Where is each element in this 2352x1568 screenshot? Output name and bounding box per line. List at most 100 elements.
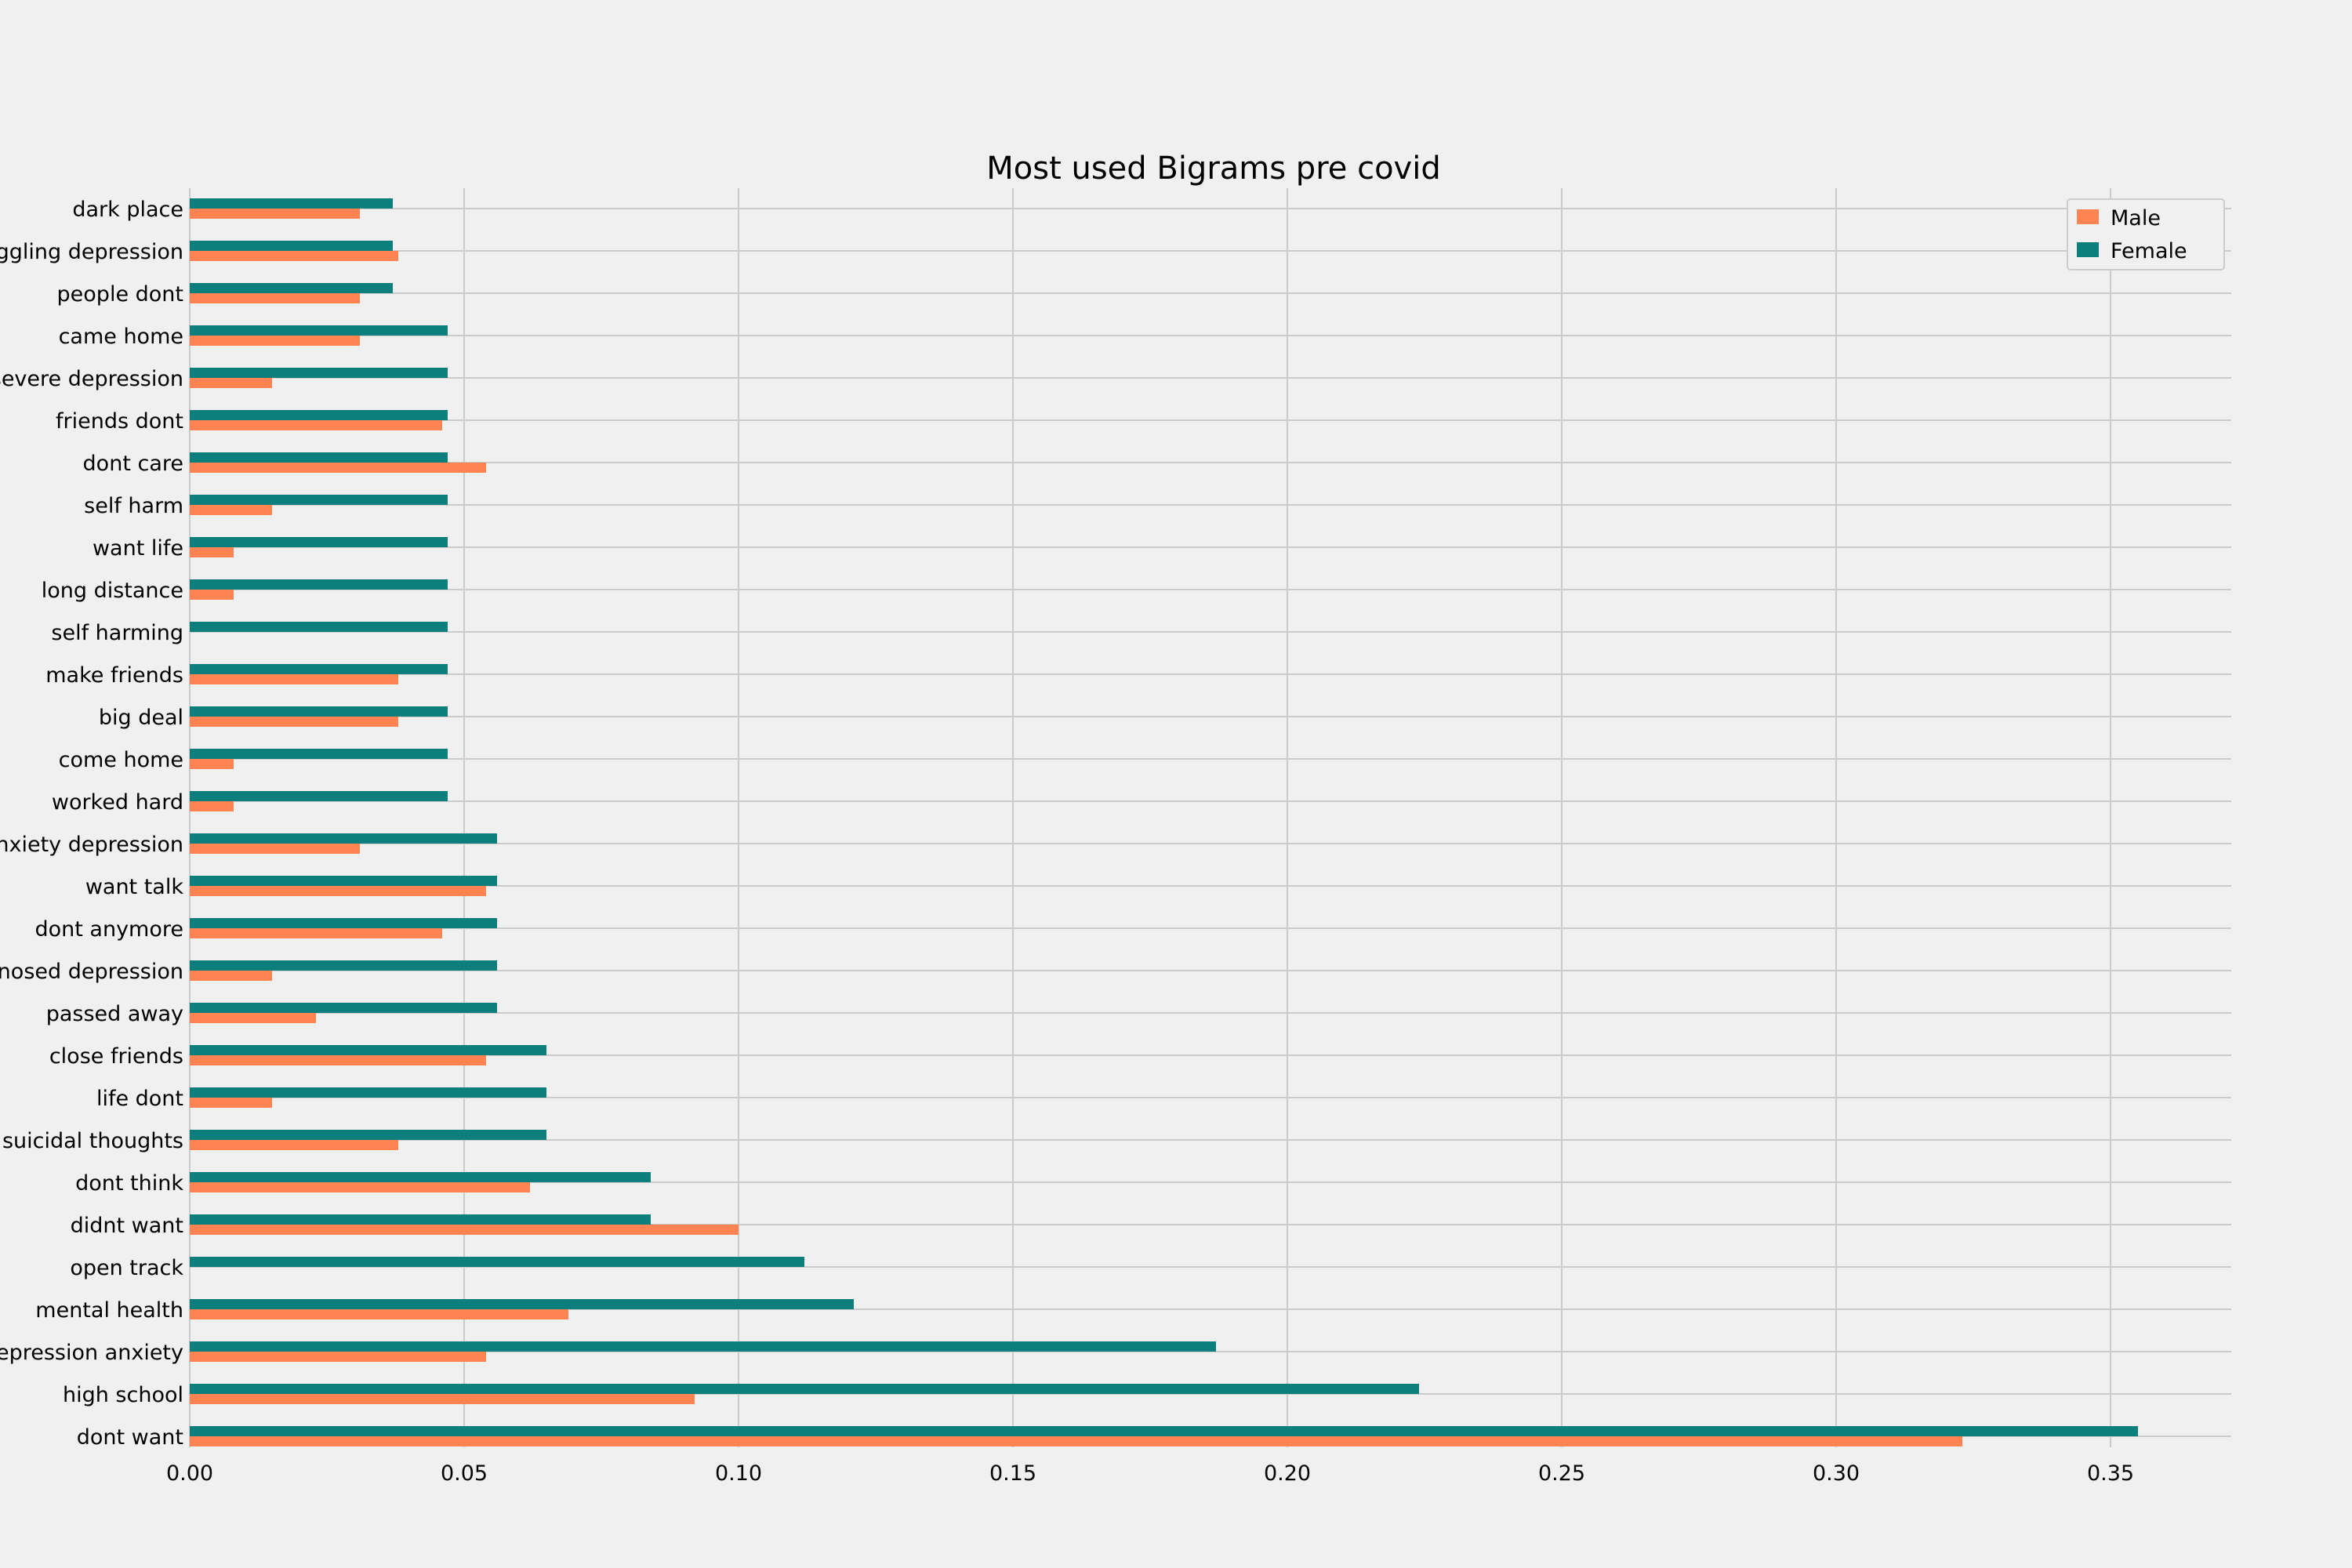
- x-tick-label: 0.10: [715, 1461, 762, 1486]
- y-tick-label: make friends: [45, 663, 183, 688]
- y-tick-label: passed away: [46, 1002, 183, 1026]
- x-tick-label: 0.20: [1264, 1461, 1311, 1486]
- bar-female: [190, 664, 448, 674]
- bar-female: [190, 452, 448, 463]
- bar-female: [190, 579, 448, 590]
- bar-male: [190, 378, 272, 388]
- x-tick-label: 0.00: [166, 1461, 213, 1486]
- y-tick-label: people dont: [57, 282, 183, 307]
- bar-female: [190, 918, 497, 928]
- y-tick-label: big deal: [99, 706, 183, 730]
- bar-female: [190, 960, 497, 971]
- x-tick-label: 0.30: [1813, 1461, 1860, 1486]
- bar-female: [190, 1341, 1216, 1352]
- bar-female: [190, 241, 393, 251]
- bar-male: [190, 1140, 398, 1150]
- chart-title: Most used Bigrams pre covid: [986, 151, 1440, 187]
- y-tick-label: dont care: [83, 452, 183, 476]
- bar-male: [190, 1436, 1962, 1446]
- y-tick-label: worked hard: [52, 790, 183, 815]
- bar-male: [190, 801, 234, 811]
- y-tick-label: dark place: [72, 198, 183, 222]
- bar-male: [190, 1098, 272, 1108]
- y-tick-label: anxiety depression: [0, 833, 183, 857]
- y-tick-label: dont anymore: [34, 917, 183, 942]
- bar-male: [190, 209, 360, 219]
- bar-male: [190, 1013, 316, 1023]
- x-tick-label: 0.05: [441, 1461, 488, 1486]
- bars-layer: [190, 198, 2138, 1446]
- bar-female: [190, 537, 448, 547]
- bar-female: [190, 283, 393, 293]
- y-tick-label: open track: [70, 1256, 183, 1280]
- bar-female: [190, 198, 393, 209]
- y-tick-label: mental health: [35, 1298, 183, 1323]
- bar-female: [190, 1426, 2138, 1436]
- x-tick-label: 0.15: [989, 1461, 1036, 1486]
- legend-swatch-male: [2077, 209, 2099, 224]
- bar-male: [190, 1394, 695, 1404]
- ticks-layer: 0.00 0.05 0.10 0.15 0.20 0.25 0.30 0.35 dont wan…: [0, 198, 2134, 1486]
- bar-female: [190, 1130, 546, 1140]
- legend-label-male: Male: [2111, 206, 2161, 230]
- bar-male: [190, 505, 272, 515]
- y-tick-label: dont want: [77, 1425, 183, 1450]
- y-tick-label: high school: [63, 1383, 183, 1407]
- y-tick-label: life dont: [96, 1087, 183, 1111]
- bar-female: [190, 325, 448, 336]
- bar-female: [190, 410, 448, 420]
- bar-male: [190, 928, 442, 938]
- bar-female: [190, 1003, 497, 1013]
- y-tick-label: diagnosed depression: [0, 960, 183, 984]
- bar-male: [190, 844, 360, 854]
- legend: Male Female: [2067, 198, 2225, 270]
- y-tick-label: severe depression: [0, 367, 183, 391]
- bar-female: [190, 876, 497, 886]
- bar-female: [190, 1299, 854, 1309]
- legend-label-female: Female: [2111, 239, 2187, 263]
- bar-female: [190, 1384, 1419, 1394]
- y-tick-label: struggling depression: [0, 240, 183, 264]
- bar-male: [190, 674, 398, 684]
- bar-male: [190, 463, 486, 473]
- bar-male: [190, 547, 234, 557]
- y-tick-label: suicidal thoughts: [2, 1129, 183, 1153]
- bar-female: [190, 749, 448, 759]
- y-tick-label: came home: [59, 325, 183, 349]
- y-tick-label: long distance: [42, 579, 183, 603]
- bar-female: [190, 495, 448, 505]
- bar-female: [190, 706, 448, 717]
- y-tick-label: dont think: [75, 1171, 183, 1196]
- x-tick-label: 0.25: [1538, 1461, 1585, 1486]
- y-tick-label: self harming: [51, 621, 183, 645]
- legend-frame: [2067, 198, 2225, 270]
- bar-male: [190, 590, 234, 600]
- bar-male: [190, 971, 272, 981]
- y-tick-label: want life: [93, 536, 183, 561]
- bar-female: [190, 1087, 546, 1098]
- bar-female: [190, 1045, 546, 1055]
- bar-male: [190, 717, 398, 727]
- bar-male: [190, 420, 442, 430]
- bar-male: [190, 1309, 568, 1319]
- bar-male: [190, 1182, 530, 1192]
- bar-male: [190, 293, 360, 303]
- x-tick-label: 0.35: [2087, 1461, 2134, 1486]
- y-tick-label: want talk: [85, 875, 184, 899]
- bar-male: [190, 336, 360, 346]
- bar-male: [190, 759, 234, 769]
- bar-female: [190, 368, 448, 378]
- bar-male: [190, 251, 398, 261]
- y-tick-label: didnt want: [71, 1214, 183, 1238]
- bar-female: [190, 833, 497, 844]
- bar-female: [190, 622, 448, 632]
- y-tick-label: depression anxiety: [0, 1341, 183, 1365]
- bar-female: [190, 1172, 651, 1182]
- bar-male: [190, 886, 486, 896]
- bar-male: [190, 1055, 486, 1065]
- bar-female: [190, 1214, 651, 1225]
- y-tick-label: self harm: [84, 494, 183, 518]
